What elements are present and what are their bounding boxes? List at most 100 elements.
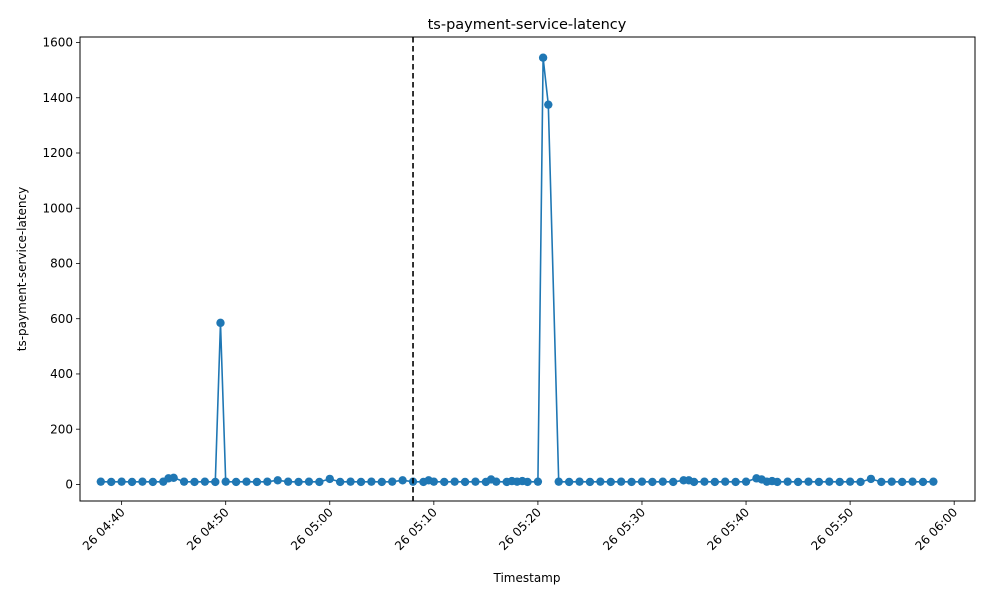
x-tick-label: 26 06:00 <box>912 505 960 553</box>
data-point <box>877 477 886 487</box>
x-tick-label: 26 05:30 <box>600 505 648 553</box>
data-point <box>648 477 657 487</box>
data-point <box>523 477 532 487</box>
plot-layer <box>96 37 938 501</box>
data-point <box>929 477 938 486</box>
data-point <box>325 474 334 484</box>
data-point <box>845 477 855 486</box>
y-tick-label: 1200 <box>42 146 73 160</box>
data-point <box>148 477 158 487</box>
data-point <box>117 477 126 486</box>
y-tick-label: 1600 <box>42 36 73 50</box>
data-point <box>544 100 553 109</box>
data-point <box>637 477 647 486</box>
data-point <box>179 477 189 486</box>
data-point <box>554 477 563 486</box>
data-point <box>627 477 636 487</box>
data-point <box>585 477 595 487</box>
data-point <box>866 474 876 484</box>
data-point <box>471 477 480 486</box>
data-point <box>216 318 225 328</box>
data-point <box>221 477 230 486</box>
data-point <box>377 477 386 487</box>
data-point <box>211 477 220 487</box>
x-tick-label: 26 05:20 <box>496 505 544 553</box>
data-point <box>689 477 699 487</box>
data-point <box>263 477 272 486</box>
data-point <box>398 476 407 485</box>
data-point <box>596 477 605 486</box>
x-tick-label: 26 05:40 <box>704 505 752 553</box>
data-point <box>710 477 720 487</box>
series-line <box>100 57 934 483</box>
data-point <box>825 477 834 486</box>
x-axis: 26 04:40 26 04:50 26 05:00 26 05:10 26 05:20… <box>80 501 960 553</box>
data-point <box>460 477 470 487</box>
data-point <box>835 477 844 487</box>
data-point <box>741 477 751 486</box>
data-point <box>658 477 667 486</box>
data-point <box>190 477 199 487</box>
data-point <box>887 477 896 486</box>
data-point <box>273 476 282 485</box>
x-tick-label: 26 05:10 <box>392 505 440 553</box>
data-point <box>606 477 615 487</box>
data-point <box>356 477 366 487</box>
data-point <box>231 477 241 487</box>
data-point <box>856 477 865 487</box>
data-point <box>138 477 147 486</box>
x-tick-label: 26 04:50 <box>184 505 232 553</box>
data-point <box>814 477 824 487</box>
y-tick-label: 200 <box>50 422 73 436</box>
data-point <box>669 477 678 487</box>
data-point <box>367 477 376 486</box>
y-tick-label: 800 <box>50 257 73 271</box>
data-point <box>200 477 210 486</box>
x-axis-label: Timestamp <box>493 571 561 585</box>
y-tick-label: 1400 <box>42 91 73 105</box>
data-point <box>616 477 626 486</box>
data-point <box>242 477 251 486</box>
y-tick-label: 600 <box>50 312 73 326</box>
data-point <box>283 477 293 486</box>
data-point <box>538 53 548 62</box>
data-point <box>388 477 397 486</box>
data-point <box>897 477 907 487</box>
data-point <box>773 477 782 487</box>
y-axis-label: ts-payment-service-latency <box>15 187 29 351</box>
plot-frame <box>79 36 976 502</box>
data-point <box>783 477 792 486</box>
data-point <box>440 477 449 487</box>
y-tick-label: 0 <box>65 478 73 492</box>
x-tick-label: 26 04:40 <box>80 505 128 553</box>
data-point <box>294 477 303 487</box>
data-point <box>450 477 459 486</box>
data-point <box>918 477 928 487</box>
data-point <box>346 477 355 486</box>
x-tick-label: 26 05:50 <box>808 505 856 553</box>
y-tick-label: 1000 <box>42 201 73 215</box>
data-point <box>335 477 345 487</box>
chart-title: ts-payment-service-latency <box>428 17 627 33</box>
data-point <box>127 477 137 487</box>
data-point <box>804 477 813 486</box>
data-point <box>429 477 439 486</box>
y-tick-label: 400 <box>50 367 73 381</box>
data-point <box>908 477 917 486</box>
data-point <box>107 477 116 487</box>
data-point <box>492 477 501 486</box>
data-point <box>564 477 574 487</box>
data-point <box>533 477 543 486</box>
data-point <box>252 477 262 487</box>
data-point <box>96 477 106 486</box>
x-tick-label: 26 05:00 <box>288 505 336 553</box>
data-point <box>304 477 314 486</box>
data-point <box>731 477 740 487</box>
y-axis: 0 200 400 600 800 1000 1200 1400 1600 <box>42 36 80 492</box>
data-point <box>575 477 584 486</box>
data-point <box>169 473 178 482</box>
data-point <box>793 477 803 487</box>
data-point <box>315 477 324 487</box>
